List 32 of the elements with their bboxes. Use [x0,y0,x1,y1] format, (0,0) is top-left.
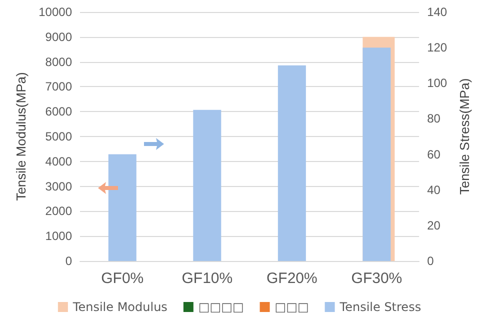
y2-tick-label: 120 [427,40,448,55]
y2-tick-label: 80 [427,112,441,126]
y2-tick-label: 100 [427,76,448,90]
y2-tick-label: 0 [427,254,434,268]
x-tick-label: GF0% [101,270,144,287]
y-tick-label: 10000 [38,5,72,19]
y-tick-label: 7000 [45,80,72,94]
y2-tick-label: 60 [427,147,441,162]
y2-tick-label: 40 [427,182,441,197]
x-tick-label: GF20% [266,270,318,287]
legend-label: Tensile Stress [338,300,422,314]
x-tick-label: GF10% [182,270,233,287]
y-tick-label: 6000 [45,104,72,119]
y2-axis-title: Tensile Stress(MPa) [457,78,472,195]
legend-label: □□□□ [198,300,244,314]
y2-tick-label: 20 [427,218,441,232]
legend-label: Tensile Modulus [72,300,168,314]
legend-label: □□□ [274,300,309,314]
y-tick-label: 3000 [45,179,72,194]
y-tick-label: 1000 [45,229,72,244]
y-tick-label: 8000 [45,54,72,69]
y-tick-label: 2000 [45,204,72,218]
y-tick-label: 9000 [45,30,72,44]
y-tick-label: 5000 [45,130,72,144]
bar [278,65,306,261]
y2-tick-label: 140 [427,5,448,19]
y-tick-label: 4000 [45,154,72,168]
bar [193,110,222,261]
x-tick-label: GF30% [351,270,402,287]
bar [108,154,136,261]
y-tick-label: 0 [65,254,72,268]
y-axis-title: Tensile Modulus(MPa) [14,72,29,201]
